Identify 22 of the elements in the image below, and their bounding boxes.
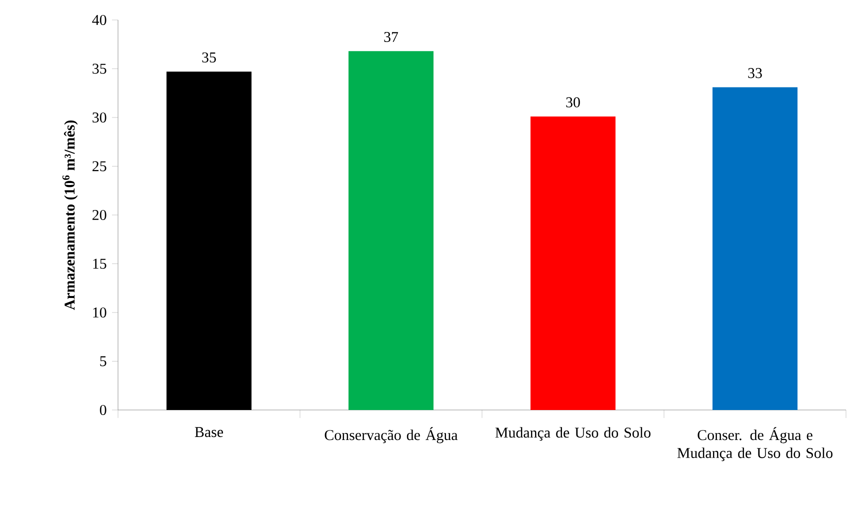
y-tick-label: 15 (93, 258, 106, 269)
x-tick-label: Conservação de Água (324, 427, 458, 444)
y-tick-label: 40 (92, 14, 106, 26)
x-tick-label: Conser. de Água e Mudança de Uso do Solo (677, 427, 832, 462)
y-tick-label: 5 (100, 356, 106, 366)
bar (530, 116, 616, 410)
data-label: 30 (566, 97, 580, 108)
y-tick-label: 25 (92, 161, 106, 172)
y-tick-label: 0 (100, 404, 106, 416)
y-axis-title: Armazenamento (10$^{6}$ m³/mês) (62, 120, 78, 310)
data-label: 33 (748, 68, 762, 78)
data-label: 37 (384, 32, 398, 42)
y-tick-label: 20 (92, 210, 106, 220)
bar (348, 51, 434, 410)
y-tick-label: 35 (92, 64, 106, 74)
y-tick-label: 30 (92, 112, 106, 123)
bar (166, 72, 252, 410)
x-tick-label: Mudança de Uso do Solo (495, 427, 650, 441)
x-tick-label: Base (194, 427, 224, 438)
data-label: 35 (202, 52, 216, 62)
y-tick-label: 10 (93, 307, 106, 318)
bar (712, 87, 798, 410)
